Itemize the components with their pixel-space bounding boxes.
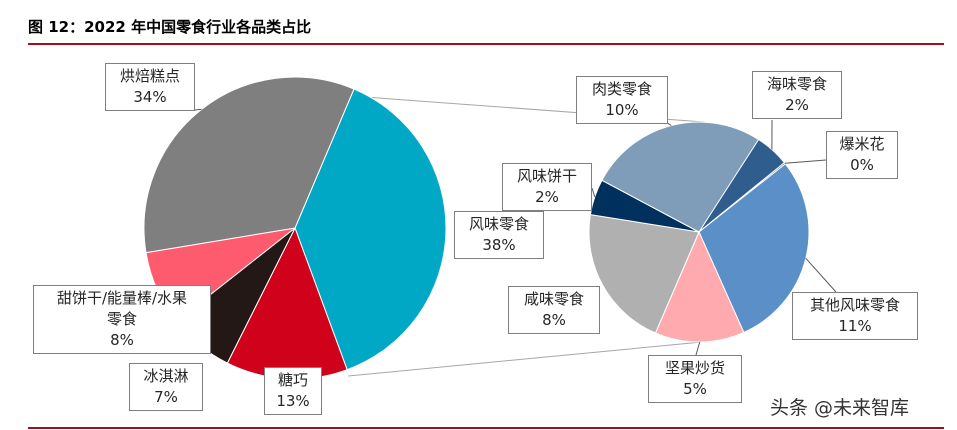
chart-title: 图 12：2022 年中国零食行业各品类占比 bbox=[28, 18, 312, 36]
slice-label-坚果炒货: 坚果炒货 5% bbox=[648, 355, 742, 403]
connector-line bbox=[347, 341, 703, 377]
title-rule bbox=[28, 43, 944, 45]
bottom-rule bbox=[28, 427, 944, 429]
pie-slice-其他风味零食 bbox=[698, 163, 810, 334]
slice-label-烘焙糕点: 烘焙糕点 34% bbox=[105, 63, 195, 111]
slice-label-甜饼干: 甜饼干/能量棒/水果 零食 8% bbox=[33, 285, 211, 354]
pie-slice-风味零食 bbox=[294, 88, 447, 371]
pie-slice-烘焙糕点 bbox=[143, 76, 355, 254]
slice-label-风味饼干: 风味饼干 2% bbox=[502, 163, 592, 211]
leader-lines bbox=[194, 108, 837, 356]
pie-slice-坚果炒货 bbox=[654, 230, 745, 343]
pie-slice-咸味零食 bbox=[588, 213, 700, 334]
leader-line bbox=[194, 108, 202, 111]
leader-line bbox=[784, 159, 827, 164]
slice-label-糖巧: 糖巧 13% bbox=[264, 367, 322, 415]
leader-line bbox=[695, 341, 701, 356]
slice-label-风味零食: 风味零食 38% bbox=[454, 211, 544, 259]
slice-label-肉类零食: 肉类零食 10% bbox=[576, 76, 668, 124]
slice-label-爆米花: 爆米花 0% bbox=[826, 131, 898, 179]
leader-line bbox=[591, 187, 596, 198]
pie-slice-肉类零食 bbox=[601, 121, 760, 233]
slice-label-咸味零食: 咸味零食 8% bbox=[508, 286, 600, 334]
slice-label-海味零食: 海味零食 2% bbox=[752, 71, 842, 119]
leader-line bbox=[805, 257, 837, 293]
slice-label-其他风味零食: 其他风味零食 11% bbox=[792, 292, 918, 340]
secondary-pie bbox=[588, 121, 810, 343]
slice-label-冰淇淋: 冰淇淋 7% bbox=[129, 363, 203, 411]
watermark: 头条 @未来智库 bbox=[770, 397, 910, 419]
